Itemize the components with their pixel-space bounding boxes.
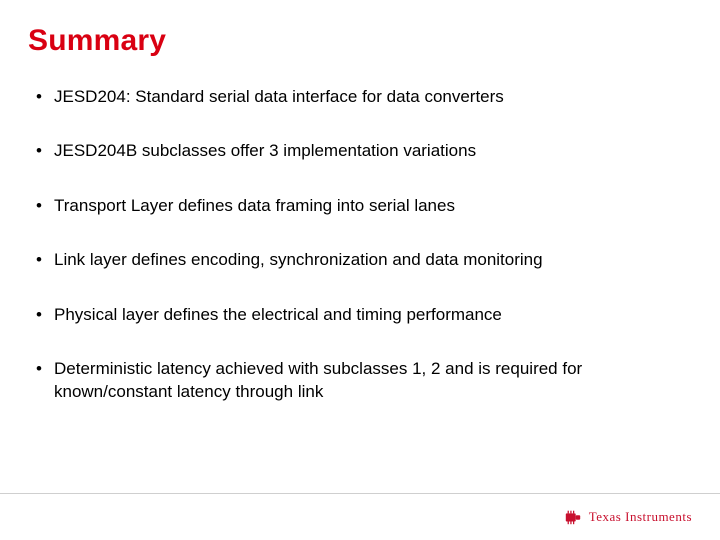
bullet-item: Deterministic latency achieved with subc… — [36, 358, 692, 403]
bullet-item: JESD204B subclasses offer 3 implementati… — [36, 140, 692, 162]
bullet-list: JESD204: Standard serial data interface … — [28, 86, 692, 403]
slide-title: Summary — [28, 24, 692, 58]
slide: Summary JESD204: Standard serial data in… — [0, 0, 720, 540]
ti-chip-icon — [563, 508, 583, 526]
bullet-item: Physical layer defines the electrical an… — [36, 304, 692, 326]
brand-name: Texas Instruments — [589, 509, 692, 525]
bullet-item: Link layer defines encoding, synchroniza… — [36, 249, 692, 271]
footer-divider — [0, 493, 720, 494]
bullet-item: Transport Layer defines data framing int… — [36, 195, 692, 217]
footer-logo: Texas Instruments — [563, 508, 692, 526]
bullet-item: JESD204: Standard serial data interface … — [36, 86, 692, 108]
